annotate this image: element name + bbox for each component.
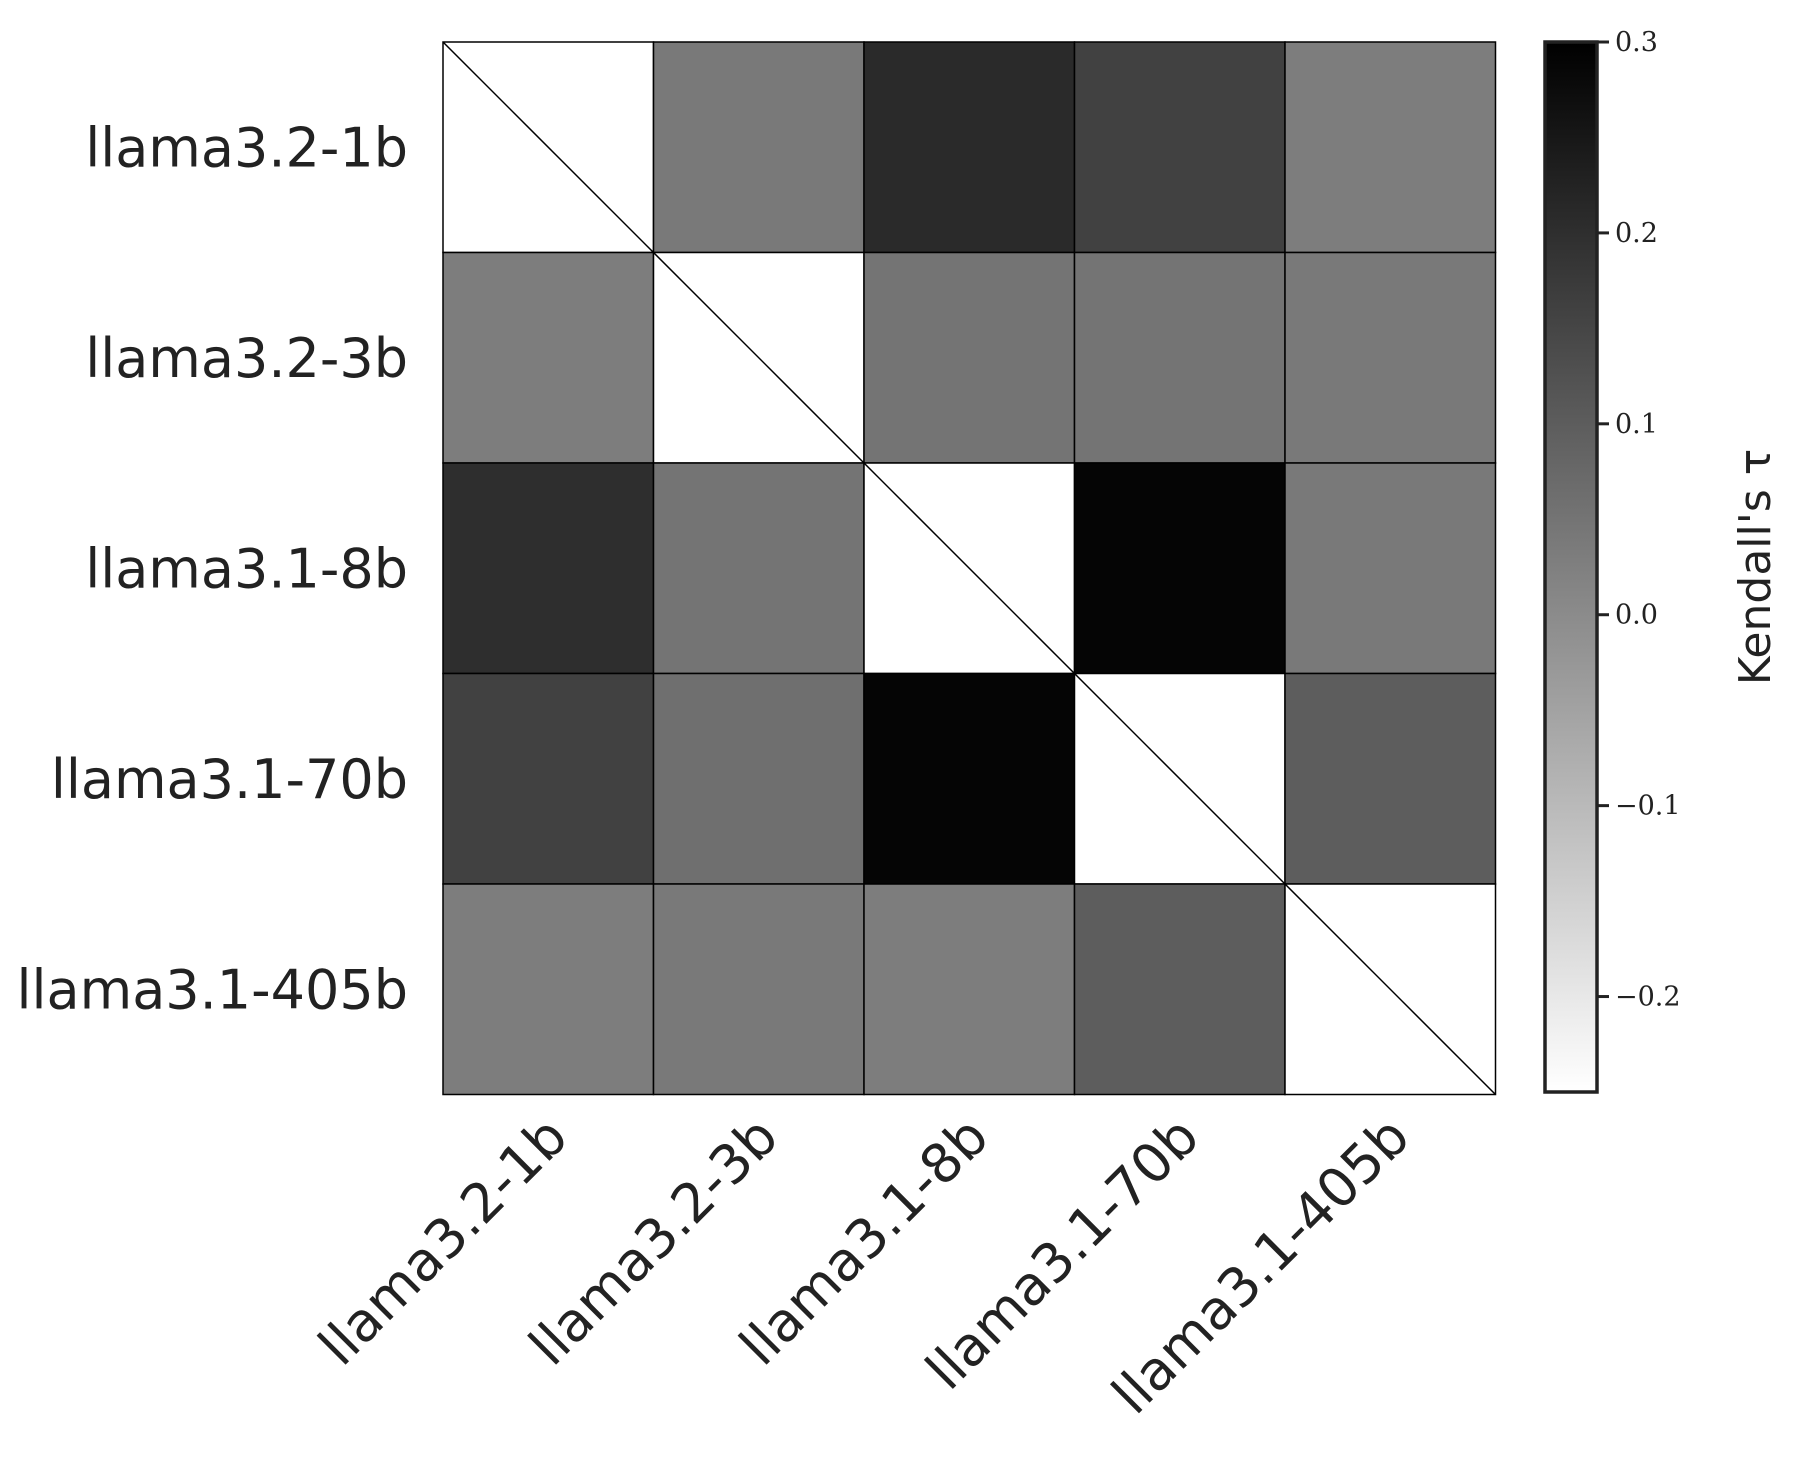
heatmap-cell [863, 251, 1076, 464]
heatmap-cell [442, 883, 655, 1096]
heatmap-cell [652, 41, 865, 254]
colorbar-tick-label: 0.0 [1615, 600, 1658, 631]
heatmap-cell [442, 672, 655, 885]
diagonal-line [1284, 883, 1497, 1096]
row-label: llama3.1-70b [51, 748, 408, 811]
heatmap-cell [442, 251, 655, 464]
colorbar: 0.3 0.2 0.1 0.0 −0.1 −0.2 Kendall's τ [1543, 27, 1781, 1094]
colorbar-tick-label: 0.3 [1615, 27, 1658, 58]
heatmap-cell [1073, 883, 1286, 1096]
heatmap-cell [652, 883, 865, 1096]
heatmap-cell [652, 672, 865, 885]
row-label: llama3.2-3b [85, 327, 408, 390]
heatmap-cell [1284, 462, 1497, 675]
colorbar-label: Kendall's τ [1730, 449, 1781, 685]
diagonal-line [863, 462, 1076, 675]
row-label: llama3.2-1b [85, 116, 408, 179]
colorbar-gradient [1543, 40, 1599, 1094]
heatmap-cell [1284, 41, 1497, 254]
diagonal-line [442, 41, 655, 254]
heatmap-cell [1284, 251, 1497, 464]
row-label: llama3.1-405b [17, 958, 409, 1021]
heatmap-cell [442, 462, 655, 675]
heatmap-cell [1073, 41, 1286, 254]
diagonal-line [1073, 672, 1286, 885]
colorbar-ticks: 0.3 0.2 0.1 0.0 −0.1 −0.2 [1597, 27, 1681, 1013]
heatmap-cells [442, 41, 1497, 1096]
heatmap-cell [863, 672, 1076, 885]
colorbar-tick-label: −0.2 [1615, 982, 1681, 1013]
row-labels: llama3.2-1b llama3.2-3b llama3.1-8b llama3.… [17, 116, 409, 1021]
heatmap-cell [863, 41, 1076, 254]
heatmap-cell [863, 883, 1076, 1096]
colorbar-tick-label: 0.1 [1615, 409, 1658, 440]
heatmap-cell [1073, 251, 1286, 464]
diagonal-line [652, 251, 865, 464]
colorbar-tick-label: 0.2 [1615, 218, 1658, 249]
heatmap-cell [1284, 672, 1497, 885]
row-label: llama3.1-8b [85, 537, 408, 600]
column-labels: llama3.2-1bllama3.2-3bllama3.1-8bllama3.… [307, 1105, 1422, 1426]
colorbar-tick-label: −0.1 [1615, 791, 1681, 822]
heatmap-cell [652, 462, 865, 675]
heatmap-cell [1073, 462, 1286, 675]
